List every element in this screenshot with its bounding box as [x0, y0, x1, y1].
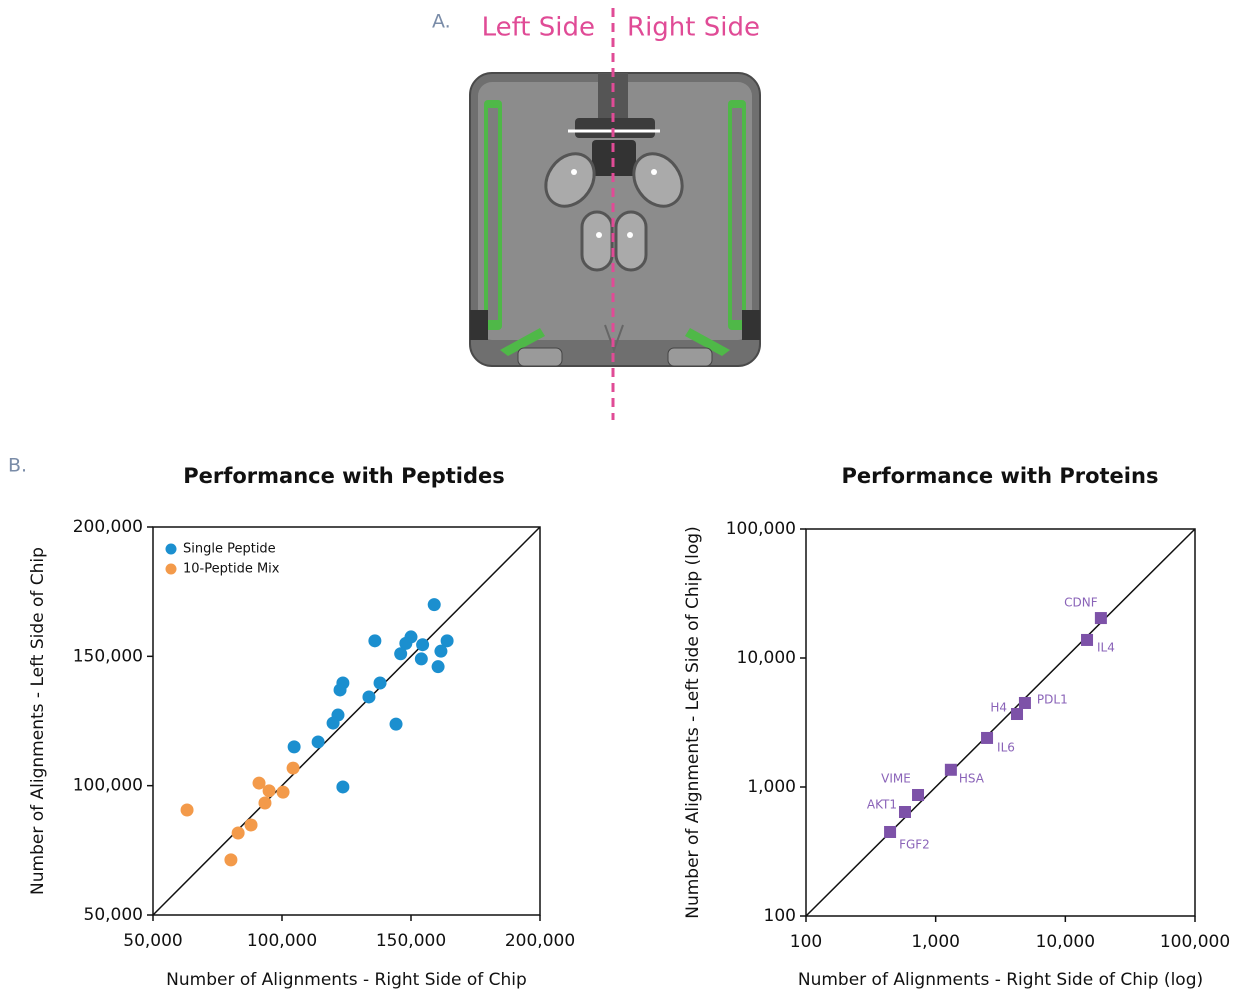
point — [252, 776, 266, 790]
plot-frame — [152, 526, 541, 916]
point-label: AKT1 — [867, 798, 897, 812]
chart-title: Performance with Peptides — [183, 464, 505, 488]
point-label: PDL1 — [1037, 692, 1068, 706]
point — [336, 780, 350, 794]
point — [414, 652, 428, 666]
point — [944, 763, 957, 776]
point — [1011, 708, 1024, 721]
point — [333, 683, 347, 697]
point-label: FGF2 — [899, 837, 930, 851]
point — [389, 717, 403, 731]
x-tick-label: 10,000 — [1036, 932, 1095, 952]
panel-label: A. — [432, 11, 451, 33]
point — [262, 784, 276, 798]
y-tick-label: 50,000 — [84, 905, 143, 925]
point — [1018, 696, 1031, 709]
point-label: VIME — [881, 771, 911, 785]
point — [368, 634, 382, 648]
diagonal-line — [805, 528, 1196, 917]
diagonal-line — [152, 526, 541, 916]
y-axis-label: Number of Alignments - Left Side of Chip — [28, 547, 48, 895]
y-tick-label: 200,000 — [73, 517, 143, 537]
x-tick-label: 100 — [790, 932, 822, 952]
legend-marker — [165, 563, 177, 575]
side-label: Right Side — [627, 13, 760, 43]
x-tick-label: 100,000 — [247, 931, 317, 951]
chip-device — [469, 72, 761, 367]
y-axis-label: Number of Alignments - Left Side of Chip… — [683, 526, 703, 918]
point-label: CDNF — [1064, 596, 1098, 610]
point — [258, 796, 272, 810]
point — [431, 660, 445, 674]
x-axis-label: Number of Alignments - Right Side of Chi… — [798, 970, 1203, 990]
point — [373, 676, 387, 690]
legend-label: Single Peptide — [183, 542, 276, 557]
point — [884, 825, 897, 838]
point — [362, 690, 376, 704]
point — [399, 636, 413, 650]
x-tick-label: 50,000 — [123, 931, 182, 951]
y-tick-label: 10,000 — [737, 648, 796, 668]
y-tick-label: 100,000 — [73, 776, 143, 796]
legend-label: 10-Peptide Mix — [183, 562, 280, 577]
point — [912, 788, 925, 801]
point — [981, 731, 994, 744]
side-label: Left Side — [482, 13, 595, 43]
point — [326, 716, 340, 730]
point-label: IL6 — [997, 740, 1015, 754]
y-tick-label: 100 — [764, 906, 796, 926]
point — [287, 740, 301, 754]
point — [231, 826, 245, 840]
legend-marker — [165, 543, 177, 555]
y-tick-label: 150,000 — [73, 646, 143, 666]
plot-frame — [805, 528, 1196, 917]
point-label: H4 — [990, 701, 1007, 715]
point — [244, 818, 258, 832]
point — [394, 647, 408, 661]
point — [311, 735, 325, 749]
chart-title: Performance with Proteins — [842, 464, 1159, 488]
x-tick-label: 100,000 — [1160, 932, 1230, 952]
x-tick-label: 150,000 — [376, 931, 446, 951]
point — [434, 644, 448, 658]
point — [276, 785, 290, 799]
y-tick-label: 1,000 — [747, 777, 796, 797]
panel-label: B. — [8, 455, 27, 477]
y-tick-label: 100,000 — [726, 519, 796, 539]
point-label: IL4 — [1097, 640, 1115, 654]
point — [1094, 612, 1107, 625]
point — [286, 761, 300, 775]
point — [427, 598, 441, 612]
point — [416, 638, 430, 652]
point — [440, 634, 454, 648]
point — [224, 853, 238, 867]
x-tick-label: 1,000 — [911, 932, 960, 952]
point — [180, 803, 194, 817]
point — [1081, 633, 1094, 646]
point-label: HSA — [959, 771, 985, 785]
x-axis-label: Number of Alignments - Right Side of Chi… — [166, 970, 527, 990]
point — [898, 806, 911, 819]
x-tick-label: 200,000 — [505, 931, 575, 951]
